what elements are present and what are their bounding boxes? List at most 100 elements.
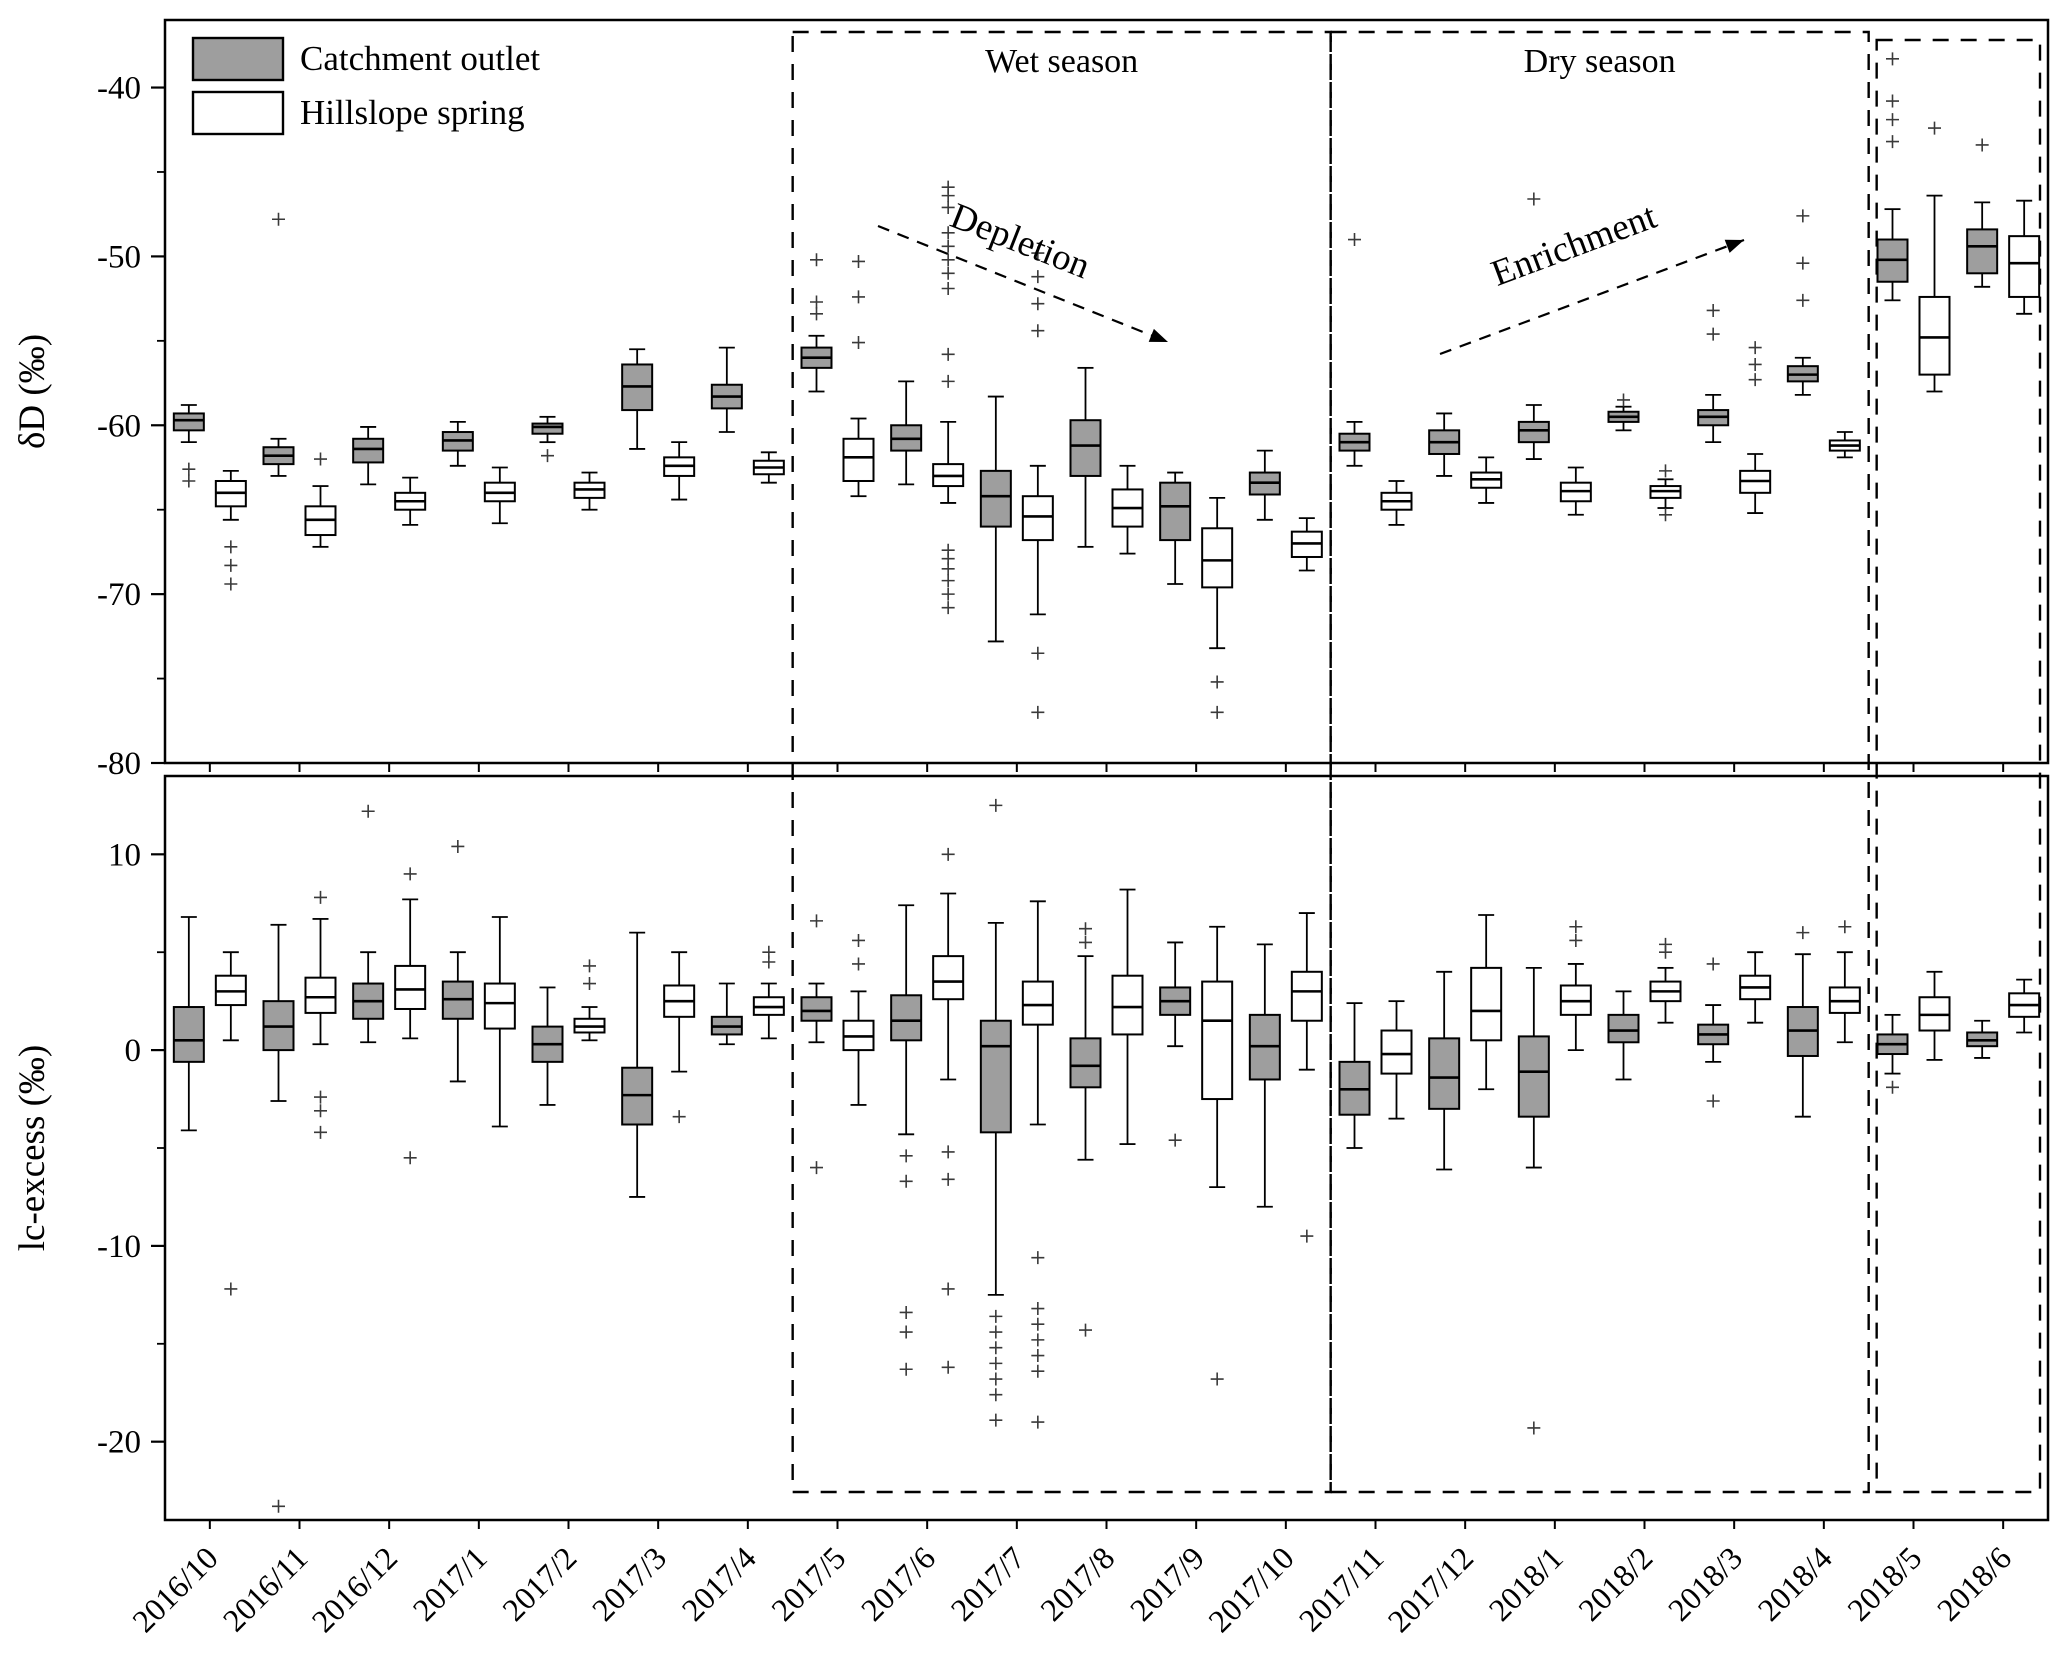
x-tick-label: 2018/1 bbox=[1481, 1539, 1569, 1627]
legend-label: Catchment outlet bbox=[300, 39, 540, 78]
y-axis-label: δD (‰) bbox=[12, 334, 53, 449]
outlier-mark bbox=[810, 1161, 823, 1175]
box-plot bbox=[1248, 449, 1281, 521]
box-plot bbox=[1966, 1019, 1999, 1059]
outlier-mark bbox=[314, 890, 327, 904]
outlier-mark bbox=[272, 1499, 285, 1513]
outlier-mark bbox=[810, 307, 823, 321]
outlier-mark bbox=[941, 1172, 955, 1186]
box-plot bbox=[1380, 1000, 1413, 1120]
outlier-mark bbox=[989, 1356, 1003, 1370]
box-plot bbox=[1470, 914, 1503, 1091]
outlier-mark bbox=[1796, 256, 1810, 270]
outlier-mark bbox=[1527, 1421, 1541, 1435]
series-hillslope-spring bbox=[214, 847, 2041, 1429]
arrowhead-icon bbox=[1724, 239, 1744, 253]
box-plot bbox=[1828, 431, 1861, 459]
box-plot bbox=[1739, 341, 1772, 514]
outlier-mark bbox=[1079, 922, 1092, 936]
outlier-mark bbox=[899, 1325, 913, 1339]
outlier-mark bbox=[989, 1413, 1003, 1427]
outlier-mark bbox=[1031, 1364, 1045, 1378]
outlier-mark bbox=[1031, 246, 1045, 260]
box-plot bbox=[1201, 496, 1234, 719]
outlier-mark bbox=[899, 1149, 913, 1163]
outlier-mark bbox=[1348, 233, 1361, 247]
outlier-mark bbox=[899, 1174, 913, 1188]
outlier-mark bbox=[941, 847, 955, 861]
outlier-mark bbox=[1210, 675, 1224, 689]
outlier-mark bbox=[941, 239, 955, 253]
box-plot bbox=[1517, 192, 1550, 460]
y-tick-label: -70 bbox=[97, 577, 141, 613]
outlier-mark bbox=[941, 226, 955, 240]
box-plot bbox=[979, 395, 1012, 643]
outlier-mark bbox=[941, 253, 955, 267]
outlier-mark bbox=[941, 1145, 955, 1159]
outlier-mark bbox=[1748, 357, 1762, 371]
outlier-mark bbox=[989, 1388, 1003, 1402]
x-tick-label: 2017/11 bbox=[1292, 1539, 1391, 1638]
outlier-mark bbox=[1796, 926, 1810, 940]
box-plot bbox=[1966, 138, 1999, 288]
box-plot bbox=[1649, 937, 1682, 1024]
outlier-mark bbox=[852, 957, 865, 971]
trend-annotation: Depletion bbox=[877, 195, 1169, 344]
season-box: Wet season bbox=[791, 30, 1332, 1494]
x-tick-label: 2018/5 bbox=[1840, 1539, 1928, 1627]
outlier-mark bbox=[1031, 1302, 1045, 1316]
outlier-mark bbox=[1975, 138, 1989, 152]
outlier-mark bbox=[1886, 113, 1899, 127]
box-plot bbox=[304, 890, 337, 1139]
x-tick-label: 2017/9 bbox=[1123, 1539, 1211, 1627]
outlier-mark bbox=[403, 1151, 417, 1165]
box-plot bbox=[352, 804, 385, 1044]
box-plot bbox=[1380, 480, 1413, 526]
x-tick-label: 2017/5 bbox=[764, 1539, 852, 1627]
outlier-mark bbox=[762, 945, 776, 959]
x-tick-label: 2018/6 bbox=[1930, 1539, 2018, 1627]
box-plot bbox=[890, 380, 923, 486]
outlier-mark bbox=[941, 601, 955, 615]
box-plot bbox=[1739, 951, 1772, 1024]
box-plot bbox=[1697, 957, 1730, 1108]
outlier-mark bbox=[272, 212, 285, 226]
box-plot bbox=[1918, 970, 1951, 1061]
box-plot bbox=[710, 346, 743, 433]
trend-label: Enrichment bbox=[1486, 196, 1663, 295]
outlier-mark bbox=[224, 577, 238, 591]
box-plot bbox=[531, 415, 564, 463]
series-catchment-outlet bbox=[172, 798, 1999, 1513]
box-plot bbox=[214, 469, 247, 591]
outlier-mark bbox=[1031, 1251, 1045, 1265]
box-plot bbox=[1428, 412, 1461, 477]
outlier-mark bbox=[1748, 373, 1762, 387]
box-plot bbox=[573, 959, 606, 1042]
box-plot bbox=[1918, 121, 1951, 393]
outlier-mark bbox=[1569, 933, 1583, 947]
outlier-mark bbox=[1886, 1080, 1899, 1094]
x-tick-label: 2017/3 bbox=[585, 1539, 673, 1627]
outlier-mark bbox=[941, 200, 955, 214]
box-plot bbox=[1607, 393, 1640, 432]
box-plot bbox=[663, 441, 696, 501]
box-plot bbox=[1021, 900, 1054, 1429]
outlier-mark bbox=[314, 1090, 327, 1104]
y-tick-label: -80 bbox=[97, 746, 141, 782]
box-plot bbox=[1517, 966, 1550, 1435]
outlier-mark bbox=[941, 1360, 955, 1374]
x-tick-label: 2018/2 bbox=[1571, 1539, 1659, 1627]
season-box bbox=[1875, 38, 2042, 1494]
box-plot bbox=[1649, 464, 1682, 522]
outlier-mark bbox=[1706, 1094, 1720, 1108]
x-tick-label: 2017/12 bbox=[1380, 1539, 1480, 1639]
outlier-mark bbox=[1796, 293, 1810, 307]
x-tick-label: 2017/10 bbox=[1201, 1539, 1301, 1639]
box-plot bbox=[932, 180, 965, 615]
outlier-mark bbox=[224, 1282, 238, 1296]
box-plot bbox=[483, 466, 516, 525]
outlier-mark bbox=[941, 574, 955, 588]
box-plot bbox=[1559, 466, 1592, 516]
